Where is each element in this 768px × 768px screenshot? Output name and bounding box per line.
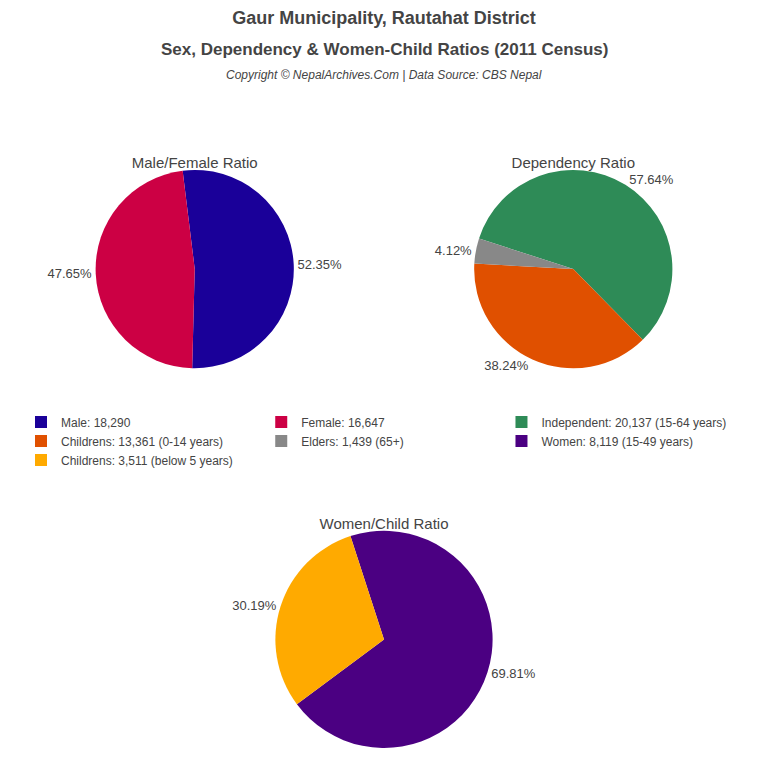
svg-text:Women: 8,119 (15-49 years): Women: 8,119 (15-49 years) <box>541 435 693 449</box>
svg-text:Male/Female Ratio: Male/Female Ratio <box>132 154 258 171</box>
svg-text:47.65%: 47.65% <box>47 266 92 281</box>
svg-text:52.35%: 52.35% <box>297 257 342 272</box>
svg-text:57.64%: 57.64% <box>629 172 674 187</box>
svg-text:30.19%: 30.19% <box>232 598 277 613</box>
svg-text:Childrens: 13,361 (0-14 years): Childrens: 13,361 (0-14 years) <box>61 435 223 449</box>
svg-text:4.12%: 4.12% <box>435 243 472 258</box>
svg-text:38.24%: 38.24% <box>484 358 529 373</box>
svg-text:Sex, Dependency & Women-Child: Sex, Dependency & Women-Child Ratios (20… <box>161 40 608 59</box>
svg-text:Female: 16,647: Female: 16,647 <box>301 416 385 430</box>
svg-text:Independent: 20,137 (15-64 yea: Independent: 20,137 (15-64 years) <box>541 416 726 430</box>
svg-text:Women/Child Ratio: Women/Child Ratio <box>320 515 449 532</box>
svg-text:Gaur Municipality, Rautahat Di: Gaur Municipality, Rautahat District <box>232 8 536 28</box>
svg-text:Childrens: 3,511 (below 5 year: Childrens: 3,511 (below 5 years) <box>61 454 233 468</box>
svg-text:Dependency Ratio: Dependency Ratio <box>512 154 635 171</box>
svg-text:69.81%: 69.81% <box>491 666 536 681</box>
svg-text:Male: 18,290: Male: 18,290 <box>61 416 131 430</box>
svg-text:Copyright © NepalArchives.Com: Copyright © NepalArchives.Com | Data Sou… <box>226 68 542 82</box>
svg-text:Elders: 1,439 (65+): Elders: 1,439 (65+) <box>301 435 403 449</box>
